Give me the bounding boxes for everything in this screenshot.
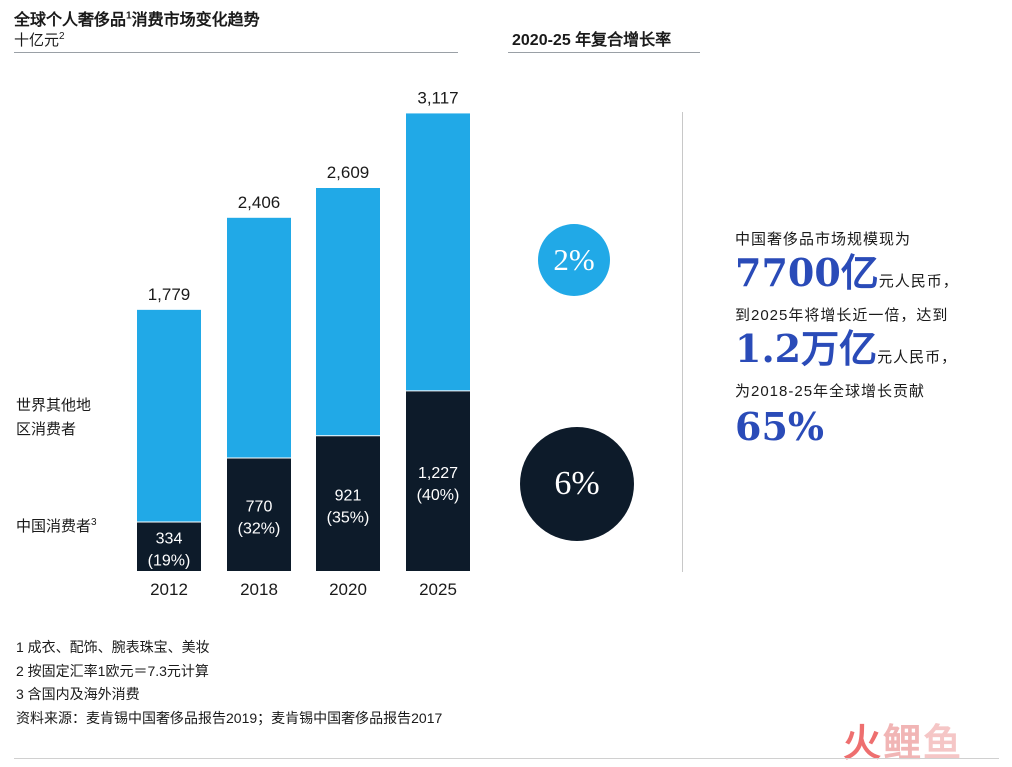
bar-total-label-2025: 3,117 — [417, 88, 458, 107]
bar-total-label-2020: 2,609 — [327, 163, 370, 182]
highlight-value2: 1.2万亿元人民币， — [735, 326, 958, 371]
legend-rest-of-world: 世界其他地 区消费者 — [16, 394, 91, 442]
vertical-divider — [682, 112, 683, 572]
x-tick-2012: 2012 — [150, 580, 188, 599]
highlight-value3: 65% — [735, 404, 824, 449]
bar-china-value-2025: 1,227 — [418, 465, 458, 482]
bar-china-share-2012: (19%) — [148, 552, 191, 569]
bar-china-2025 — [406, 390, 470, 571]
highlights-panel: 中国奢侈品市场规模现为 7700亿元人民币， 到2025年将增长近一倍，达到 1… — [735, 228, 1005, 449]
cagr-rest-circle: 2% — [538, 224, 610, 296]
chart-title: 全球个人奢侈品1消费市场变化趋势 — [14, 10, 260, 29]
footnote-3: 3 含国内及海外消费 — [16, 686, 140, 702]
legend-china: 中国消费者3 — [16, 517, 97, 535]
bar-china-value-2020: 921 — [335, 487, 362, 504]
legend-rest-line2: 区消费者 — [16, 421, 77, 438]
x-tick-2018: 2018 — [240, 580, 278, 599]
highlight-value1: 7700亿元人民币， — [735, 250, 959, 295]
bar-china-2012 — [137, 521, 201, 571]
highlight-line3: 为2018-25年全球增长贡献 — [735, 383, 926, 400]
source-note: 资料来源：麦肯锡中国奢侈品报告2019；麦肯锡中国奢侈品报告2017 — [16, 709, 443, 726]
bar-total-label-2012: 1,779 — [148, 285, 191, 304]
cagr-rest-value: 2% — [553, 242, 595, 277]
bar-china-2020 — [316, 435, 380, 571]
highlight-line1: 中国奢侈品市场规模现为 — [735, 231, 912, 248]
x-tick-2020: 2020 — [329, 580, 367, 599]
bar-total-label-2018: 2,406 — [238, 193, 281, 212]
bar-china-share-2020: (35%) — [327, 509, 370, 526]
bar-china-2018 — [227, 457, 291, 571]
cagr-title: 2020-25 年复合增长率 — [512, 32, 672, 49]
bar-rest-2018 — [227, 217, 291, 458]
cagr-china-value: 6% — [554, 465, 600, 502]
bar-rest-2020 — [316, 187, 380, 436]
cagr-china-circle: 6% — [520, 427, 634, 541]
title-underline — [14, 52, 458, 53]
stacked-bar-chart: 1,779 334 (19%) 2012 2,406 770 (32%) 2018 2,609 9… — [137, 88, 470, 599]
cagr-underline — [508, 52, 700, 53]
bar-china-share-2018: (32%) — [238, 520, 281, 537]
bar-china-share-2025: (40%) — [417, 487, 460, 504]
unit-label: 十亿元2 — [14, 31, 65, 49]
bar-rest-2025 — [406, 113, 470, 391]
bottom-rule — [14, 758, 999, 759]
legend-rest-line1: 世界其他地 — [16, 397, 92, 414]
footnote-2: 2 按固定汇率1欧元＝7.3元计算 — [16, 662, 209, 679]
footnotes: 1 成衣、配饰、腕表珠宝、美妆 2 按固定汇率1欧元＝7.3元计算 3 含国内及… — [16, 636, 442, 730]
bar-china-value-2018: 770 — [246, 498, 273, 515]
x-tick-2025: 2025 — [419, 580, 457, 599]
highlight-line2: 到2025年将增长近一倍，达到 — [735, 307, 949, 324]
bar-china-value-2012: 334 — [156, 530, 183, 547]
bar-rest-2012 — [137, 309, 201, 522]
footnote-1: 1 成衣、配饰、腕表珠宝、美妆 — [16, 639, 210, 655]
